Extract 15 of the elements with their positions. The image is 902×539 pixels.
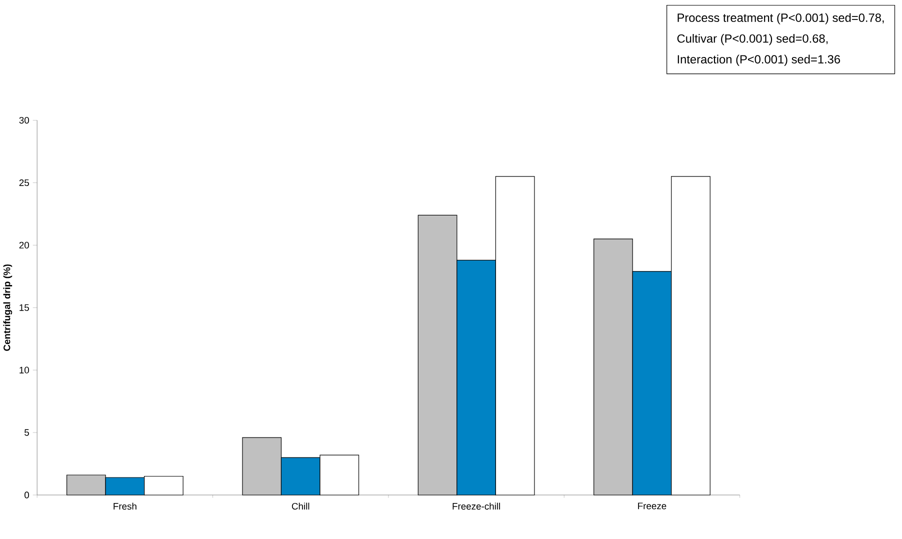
y-tick-label: 25 — [19, 180, 29, 186]
text: Interaction (P<0.001) sed=1.36 — [678, 54, 840, 66]
y-tick-label: 30 — [19, 117, 29, 124]
x-tick-label: Freeze-chill — [452, 502, 500, 510]
text: Cultivar (P<0.001) sed=0.68, — [677, 34, 828, 46]
y-tick-label: 5 — [24, 429, 29, 436]
y-axis-title: Centrifugal drip (%) — [3, 264, 12, 352]
x-tick-label: Chill — [292, 502, 310, 510]
y-tick-label: 10 — [20, 366, 29, 374]
y-tick-label: 0 — [24, 492, 29, 498]
text: Process treatment (P<0.001) sed=0.78, — [678, 13, 884, 24]
x-tick-label: Freeze — [638, 502, 666, 510]
y-tick-label: 20 — [19, 242, 29, 249]
x-tick-label: Fresh — [114, 502, 136, 510]
y-tick-label: 15 — [20, 304, 29, 312]
